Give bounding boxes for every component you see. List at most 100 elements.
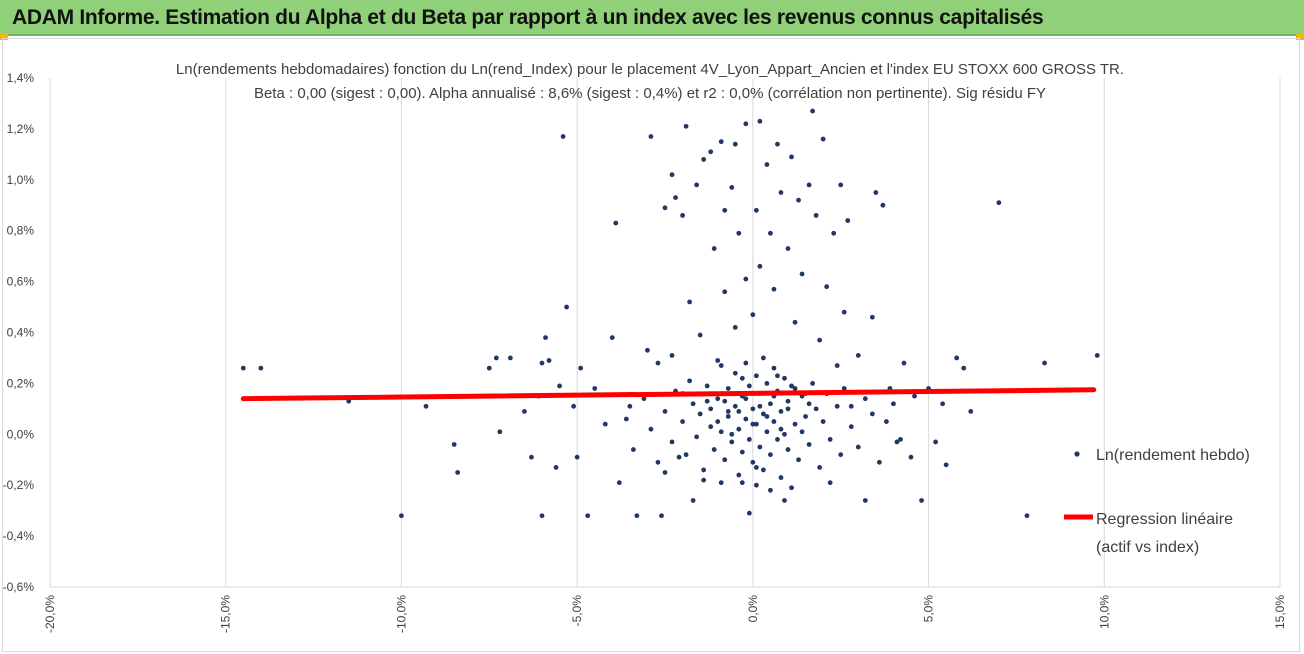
x-tick-label: 5,0% — [922, 595, 936, 623]
data-point — [785, 246, 791, 251]
data-point — [609, 335, 615, 340]
data-point — [240, 365, 246, 371]
data-point — [529, 454, 534, 460]
data-point — [634, 513, 640, 519]
data-point — [799, 429, 805, 435]
data-point — [708, 406, 714, 412]
data-point — [718, 480, 724, 486]
data-point — [715, 396, 721, 402]
x-tick-label: 15,0% — [1273, 595, 1287, 629]
data-point — [782, 375, 787, 381]
data-point — [810, 108, 815, 114]
data-point — [662, 408, 668, 414]
x-tick-label: 10,0% — [1097, 595, 1111, 629]
data-point — [539, 513, 545, 519]
data-point — [725, 414, 731, 419]
data-point — [1094, 353, 1100, 358]
y-tick-label: 1,2% — [7, 122, 35, 136]
y-tick-label: 0,4% — [7, 326, 35, 340]
data-point — [789, 485, 794, 491]
data-point — [690, 401, 696, 407]
data-point — [782, 431, 787, 437]
chart-subtitle: Beta : 0,00 (sigest : 0,00). Alpha annua… — [254, 85, 1046, 102]
data-point — [630, 447, 636, 452]
data-point — [718, 363, 724, 368]
data-point — [690, 498, 696, 503]
data-point — [869, 314, 875, 320]
data-point — [613, 220, 619, 226]
data-point — [810, 381, 815, 386]
data-point — [831, 230, 837, 236]
data-point — [838, 452, 844, 458]
data-point — [775, 373, 780, 379]
data-point — [732, 403, 738, 409]
data-point — [778, 190, 784, 195]
data-point — [715, 358, 721, 363]
y-tick-label: -0,6% — [3, 580, 35, 594]
data-point — [669, 172, 675, 178]
data-point — [564, 304, 569, 310]
chart-title: Ln(rendements hebdomadaires) fonction du… — [176, 61, 1124, 78]
data-point — [761, 355, 766, 361]
data-point — [655, 459, 661, 465]
data-point — [736, 408, 742, 414]
data-point — [806, 182, 812, 188]
data-point — [1042, 360, 1047, 366]
data-point — [771, 419, 777, 424]
data-point — [792, 386, 798, 391]
data-point — [715, 419, 721, 424]
data-point — [662, 470, 668, 475]
scatter-points — [240, 108, 1100, 519]
data-point — [578, 365, 584, 371]
data-point — [694, 182, 700, 188]
data-point — [258, 365, 264, 371]
data-point — [764, 429, 770, 435]
data-point — [764, 414, 770, 419]
data-point — [908, 454, 914, 460]
data-point — [736, 426, 742, 432]
data-point — [753, 373, 759, 379]
data-point — [676, 454, 682, 460]
y-tick-label: 0,0% — [7, 427, 35, 441]
data-point — [704, 398, 710, 404]
data-point — [813, 213, 819, 218]
data-point — [722, 207, 728, 213]
data-point — [732, 370, 738, 376]
data-point — [732, 325, 738, 330]
chart-frame — [2, 38, 1300, 652]
data-point — [827, 436, 833, 442]
data-point — [785, 406, 791, 412]
data-point — [497, 429, 503, 435]
y-tick-label: -0,2% — [3, 478, 35, 492]
data-point — [701, 477, 707, 483]
data-point — [683, 452, 689, 458]
data-point — [813, 406, 819, 412]
data-point — [817, 337, 823, 343]
data-point — [827, 480, 833, 486]
data-point — [592, 386, 598, 391]
data-point — [954, 355, 960, 361]
y-axis-ticks: -0,6% -0,4% -0,2% 0,0% 0,2% 0,4% 0,6% 0,8% 1,0% 1… — [3, 71, 35, 594]
x-tick-label: 0,0% — [746, 595, 760, 623]
data-point — [940, 401, 946, 407]
data-point — [673, 195, 678, 201]
data-point — [817, 464, 823, 470]
y-tick-label: 0,2% — [7, 376, 35, 390]
x-tick-label: -5,0% — [570, 595, 584, 627]
data-point — [659, 513, 664, 519]
legend-label-scatter: Ln(rendement hebdo) — [1096, 447, 1250, 464]
data-point — [543, 335, 548, 340]
data-point — [711, 447, 717, 452]
data-point — [602, 421, 608, 427]
data-point — [680, 419, 685, 424]
data-point — [423, 403, 429, 409]
legend-label-regression-line2: (actif vs index) — [1096, 539, 1199, 556]
data-point — [789, 154, 794, 160]
data-point — [399, 513, 404, 519]
data-point — [757, 118, 763, 124]
data-point — [884, 419, 889, 424]
data-point — [729, 431, 735, 437]
data-point — [683, 123, 689, 129]
data-point — [687, 378, 692, 384]
